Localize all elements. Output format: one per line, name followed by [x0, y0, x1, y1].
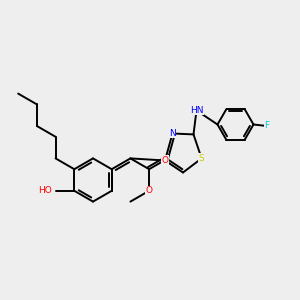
Text: O: O	[146, 186, 153, 195]
Text: HN: HN	[190, 106, 203, 115]
Text: S: S	[199, 154, 205, 163]
Text: N: N	[169, 129, 176, 138]
Text: HO: HO	[39, 186, 52, 195]
Text: O: O	[161, 155, 169, 164]
Text: F: F	[264, 122, 270, 130]
